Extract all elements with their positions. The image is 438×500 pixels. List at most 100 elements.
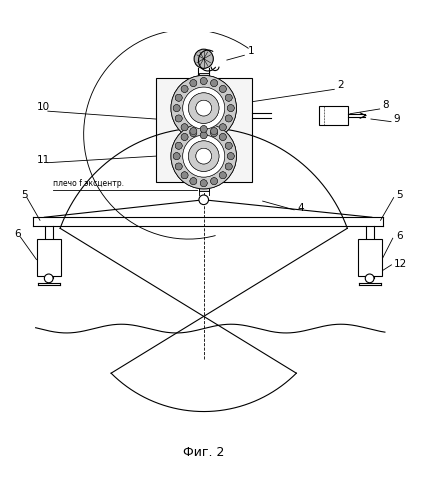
Circle shape xyxy=(173,152,180,160)
Circle shape xyxy=(190,178,197,184)
Circle shape xyxy=(225,115,232,122)
Circle shape xyxy=(190,178,197,184)
Circle shape xyxy=(196,148,212,164)
Circle shape xyxy=(175,115,182,122)
Circle shape xyxy=(173,104,180,112)
Circle shape xyxy=(188,93,219,124)
Circle shape xyxy=(196,148,212,164)
Circle shape xyxy=(219,124,226,130)
Circle shape xyxy=(190,130,197,136)
Circle shape xyxy=(225,94,232,101)
Circle shape xyxy=(219,86,226,92)
Circle shape xyxy=(183,135,225,177)
Circle shape xyxy=(183,87,225,129)
Circle shape xyxy=(175,115,182,122)
Circle shape xyxy=(227,152,234,160)
Circle shape xyxy=(181,134,188,140)
Bar xyxy=(199,73,208,191)
Text: 1: 1 xyxy=(247,46,254,56)
Circle shape xyxy=(211,128,218,134)
Circle shape xyxy=(219,134,226,140)
Bar xyxy=(319,106,348,124)
Circle shape xyxy=(190,80,197,86)
Circle shape xyxy=(225,142,232,150)
Circle shape xyxy=(173,152,180,160)
Circle shape xyxy=(225,142,232,150)
Circle shape xyxy=(200,126,207,132)
Circle shape xyxy=(181,124,188,130)
Circle shape xyxy=(200,180,207,186)
Circle shape xyxy=(227,104,234,112)
Circle shape xyxy=(200,180,207,186)
Circle shape xyxy=(200,132,207,138)
Text: 11: 11 xyxy=(36,154,50,164)
Text: 9: 9 xyxy=(394,114,400,124)
Circle shape xyxy=(211,130,218,136)
Circle shape xyxy=(199,195,208,204)
Circle shape xyxy=(188,141,219,172)
Text: 5: 5 xyxy=(396,190,403,200)
Text: 6: 6 xyxy=(396,231,403,241)
Text: 12: 12 xyxy=(394,258,407,268)
Text: Фиг. 2: Фиг. 2 xyxy=(183,446,224,458)
Circle shape xyxy=(211,80,218,86)
Circle shape xyxy=(196,100,212,116)
Bar xyxy=(357,239,381,276)
Circle shape xyxy=(219,172,226,179)
Circle shape xyxy=(196,100,212,116)
Circle shape xyxy=(175,163,182,170)
Text: 6: 6 xyxy=(14,229,21,239)
Circle shape xyxy=(181,134,188,140)
Circle shape xyxy=(181,172,188,179)
Circle shape xyxy=(175,94,182,101)
Circle shape xyxy=(211,80,218,86)
Bar xyxy=(155,78,252,182)
Circle shape xyxy=(211,130,218,136)
Circle shape xyxy=(181,124,188,130)
Circle shape xyxy=(211,178,218,184)
Circle shape xyxy=(188,141,219,172)
Circle shape xyxy=(227,152,234,160)
Circle shape xyxy=(173,104,180,112)
Text: плечо f эксцентр.: плечо f эксцентр. xyxy=(53,178,124,188)
Circle shape xyxy=(175,142,182,150)
Circle shape xyxy=(183,87,225,129)
Circle shape xyxy=(171,124,237,189)
Circle shape xyxy=(183,135,225,177)
Circle shape xyxy=(171,124,237,189)
Circle shape xyxy=(190,80,197,86)
Circle shape xyxy=(190,128,197,134)
Circle shape xyxy=(181,86,188,92)
Circle shape xyxy=(211,128,218,134)
Circle shape xyxy=(200,132,207,138)
Circle shape xyxy=(171,76,237,141)
Text: 8: 8 xyxy=(383,100,389,110)
Circle shape xyxy=(219,86,226,92)
Circle shape xyxy=(175,163,182,170)
Circle shape xyxy=(181,172,188,179)
Circle shape xyxy=(225,115,232,122)
Circle shape xyxy=(171,76,237,141)
Circle shape xyxy=(181,86,188,92)
Circle shape xyxy=(194,49,213,68)
Text: 10: 10 xyxy=(36,102,49,113)
Circle shape xyxy=(44,274,53,282)
Circle shape xyxy=(219,134,226,140)
Circle shape xyxy=(227,104,234,112)
Text: 2: 2 xyxy=(337,80,343,90)
Circle shape xyxy=(188,93,219,124)
Circle shape xyxy=(225,163,232,170)
Circle shape xyxy=(225,94,232,101)
Circle shape xyxy=(190,130,197,136)
Circle shape xyxy=(219,172,226,179)
Circle shape xyxy=(225,163,232,170)
Circle shape xyxy=(175,94,182,101)
Bar xyxy=(37,239,61,276)
Circle shape xyxy=(219,124,226,130)
Circle shape xyxy=(200,78,207,84)
Circle shape xyxy=(200,78,207,84)
Circle shape xyxy=(175,142,182,150)
Circle shape xyxy=(200,126,207,132)
Circle shape xyxy=(190,128,197,134)
Circle shape xyxy=(365,274,374,282)
